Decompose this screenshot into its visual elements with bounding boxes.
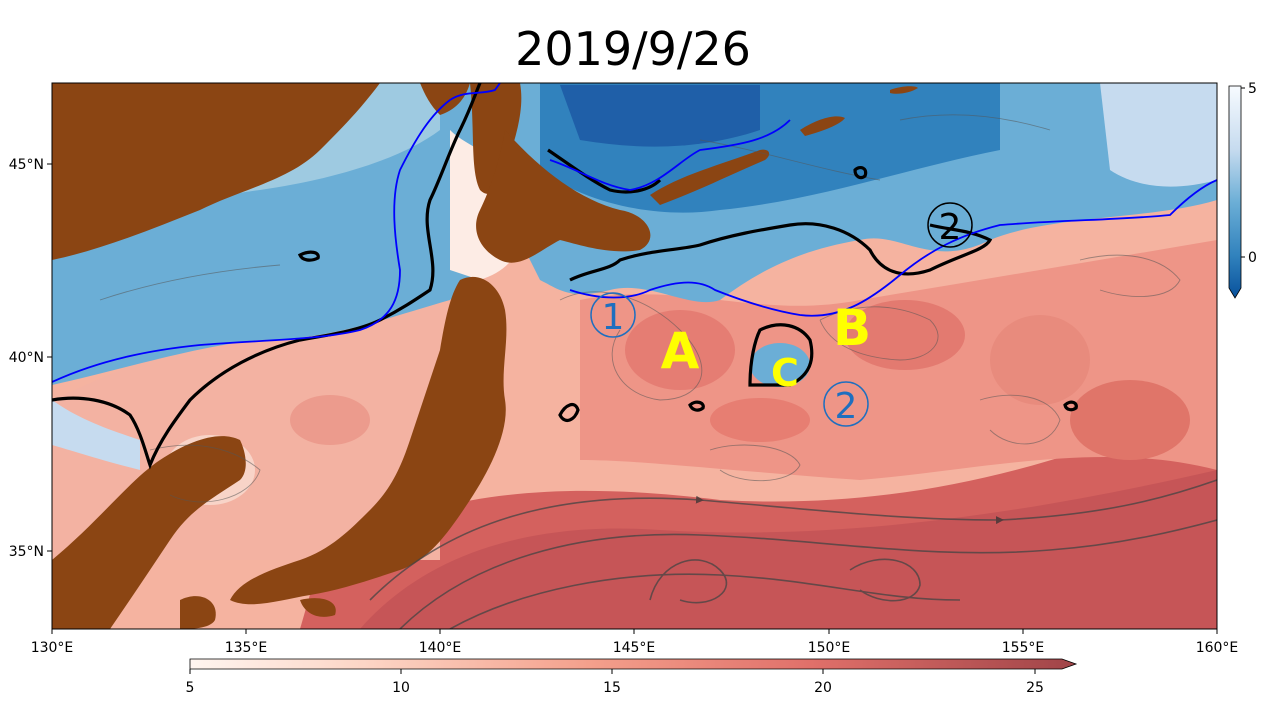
lat-tick: 35°N	[9, 544, 44, 560]
map-title: 2019/9/26	[515, 22, 751, 76]
lat-tick: 40°N	[9, 350, 44, 366]
colorbar-warm: 5 10 15 20 25	[186, 658, 1078, 696]
colorbar-tick: 15	[603, 680, 621, 696]
front-line	[52, 83, 1217, 383]
colorbar-tick: 5	[1248, 81, 1257, 97]
map-field	[52, 83, 1217, 629]
circle-label-2-blue: 2	[823, 381, 869, 427]
lat-tick: 45°N	[9, 157, 44, 173]
colorbar-tick: 10	[392, 680, 410, 696]
lon-tick: 145°E	[613, 640, 656, 656]
lon-axis: 130°E 135°E 140°E 145°E 150°E 155°E 160°…	[31, 629, 1239, 656]
lon-tick: 160°E	[1196, 640, 1239, 656]
colorbar-cold: 5 0	[1228, 81, 1257, 299]
lon-tick: 130°E	[31, 640, 74, 656]
cold-eddy-C	[750, 343, 810, 387]
colorbar-tick: 25	[1026, 680, 1044, 696]
colorbar-tick: 5	[186, 680, 195, 696]
label-A: A	[661, 322, 700, 380]
eddy-B	[845, 300, 965, 370]
label-C: C	[771, 351, 799, 395]
svg-text:2: 2	[835, 386, 858, 427]
svg-text:2: 2	[939, 207, 962, 248]
lon-tick: 150°E	[808, 640, 851, 656]
svg-text:1: 1	[602, 297, 625, 338]
lon-tick: 155°E	[1002, 640, 1045, 656]
current-streamlines	[369, 479, 1217, 629]
circle-label-2-black: 2	[927, 202, 973, 248]
colorbar-tick: 20	[814, 680, 832, 696]
lon-tick: 140°E	[419, 640, 462, 656]
eddy-A	[625, 310, 735, 390]
colorbar-tick: 0	[1248, 250, 1257, 266]
circle-label-1: 1	[590, 292, 636, 338]
lat-axis: 35°N 40°N 45°N	[9, 157, 52, 560]
lon-tick: 135°E	[225, 640, 268, 656]
label-B: B	[833, 299, 871, 357]
land	[52, 83, 918, 629]
